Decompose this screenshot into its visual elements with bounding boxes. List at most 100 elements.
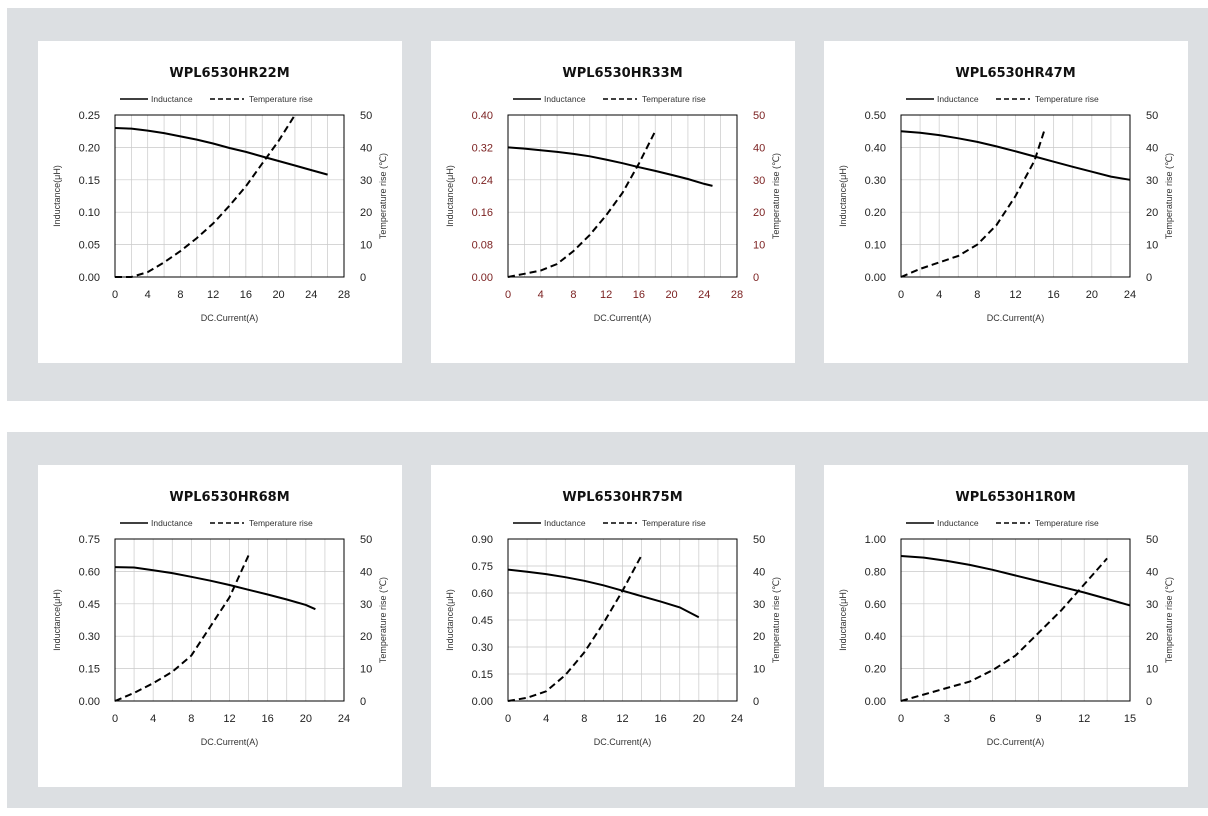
y-tick-label: 0.20	[865, 207, 886, 219]
chart-svg: WPL6530HR68M Inductance Temperature rise 0 4…	[52, 490, 388, 747]
y2-tick-label: 40	[360, 566, 372, 578]
y-tick-label: 0.15	[79, 664, 100, 676]
plot-frame	[114, 538, 345, 702]
x-tick-label: 8	[570, 289, 576, 301]
y2-tick-label: 20	[360, 207, 372, 219]
series-line-inductance	[900, 555, 1131, 607]
x-tick-label: 12	[600, 289, 612, 301]
series-line-inductance	[507, 568, 700, 619]
y2-tick-label: 20	[360, 631, 372, 643]
y2-tick-label: 10	[753, 240, 765, 252]
x-tick-label: 24	[338, 713, 350, 725]
y2-tick-label: 30	[1146, 599, 1158, 611]
y2-tick-label: 0	[1146, 696, 1152, 708]
y-tick-label: 0.25	[79, 110, 100, 122]
y-tick-label: 0.05	[79, 240, 100, 252]
legend-label-temperature: Temperature rise	[1035, 518, 1099, 528]
y2-tick-label: 30	[1146, 175, 1158, 187]
chart-legend: Inductance Temperature rise	[906, 518, 1099, 528]
x-axis-title: DC.Current(A)	[594, 313, 652, 323]
y-tick-label: 0.00	[865, 272, 886, 284]
y-tick-label: 0.15	[79, 175, 100, 187]
y2-axis-title: Temperature rise (℃)	[1164, 577, 1174, 663]
x-axis-title: DC.Current(A)	[594, 737, 652, 747]
y2-tick-label: 20	[1146, 631, 1158, 643]
y2-tick-label: 50	[1146, 534, 1158, 546]
x-tick-label: 16	[262, 713, 274, 725]
chart-svg: WPL6530HR75M Inductance Temperature rise 0 4…	[445, 490, 781, 747]
chart-title: WPL6530H1R0M	[955, 490, 1075, 505]
x-tick-label: 20	[693, 713, 705, 725]
y2-tick-label: 50	[360, 534, 372, 546]
chart-card-5: WPL6530HR75M Inductance Temperature rise 0 4…	[431, 465, 795, 787]
chart-title: WPL6530HR33M	[562, 66, 682, 81]
x-axis-title: DC.Current(A)	[201, 313, 259, 323]
y2-tick-label: 0	[360, 696, 366, 708]
y-tick-label: 0.30	[79, 631, 100, 643]
series-line-inductance	[114, 127, 328, 176]
y2-tick-label: 40	[1146, 566, 1158, 578]
chart-card-4: WPL6530HR68M Inductance Temperature rise 0 4…	[38, 465, 402, 787]
x-tick-label: 0	[112, 289, 118, 301]
x-tick-label: 20	[665, 289, 677, 301]
y-tick-label: 0.30	[865, 175, 886, 187]
x-tick-label: 12	[1078, 713, 1090, 725]
y-tick-label: 0.20	[79, 142, 100, 154]
y-axis-title: Inductance(μH)	[52, 589, 62, 651]
y-tick-label: 0.00	[79, 696, 100, 708]
y-axis-title: Inductance(μH)	[838, 165, 848, 227]
series-line-temperature-rise	[115, 114, 296, 278]
y-tick-label: 0.08	[472, 240, 493, 252]
series-line-temperature-rise	[900, 557, 1108, 702]
y-tick-label: 0.15	[472, 669, 493, 681]
x-tick-label: 24	[698, 289, 710, 301]
y-tick-label: 0.10	[79, 207, 100, 219]
y2-tick-label: 10	[360, 664, 372, 676]
x-tick-label: 4	[538, 289, 544, 301]
y2-tick-label: 10	[1146, 240, 1158, 252]
plot-frame	[507, 538, 738, 702]
series-line-temperature-rise	[507, 130, 657, 278]
y2-tick-label: 0	[753, 696, 759, 708]
series-line-inductance	[507, 146, 713, 187]
y-tick-label: 0.75	[79, 534, 100, 546]
x-tick-label: 4	[543, 713, 549, 725]
chart-card-6: WPL6530H1R0M Inductance Temperature rise 0 3…	[824, 465, 1188, 787]
x-tick-label: 4	[936, 289, 942, 301]
x-tick-label: 12	[223, 713, 235, 725]
plot-frame	[900, 114, 1131, 278]
legend-label-temperature: Temperature rise	[249, 94, 313, 104]
y2-tick-label: 30	[360, 175, 372, 187]
y2-axis-title: Temperature rise (℃)	[1164, 153, 1174, 239]
y2-tick-label: 20	[1146, 207, 1158, 219]
x-tick-label: 16	[655, 713, 667, 725]
x-tick-label: 8	[974, 289, 980, 301]
y-tick-label: 0.60	[472, 588, 493, 600]
series-line-inductance	[900, 130, 1131, 181]
x-tick-label: 3	[944, 713, 950, 725]
y2-tick-label: 10	[360, 240, 372, 252]
y2-tick-label: 20	[753, 207, 765, 219]
x-tick-label: 6	[990, 713, 996, 725]
x-tick-label: 28	[338, 289, 350, 301]
y-tick-label: 0.32	[472, 142, 493, 154]
chart-svg: WPL6530H1R0M Inductance Temperature rise 0 3…	[838, 490, 1174, 747]
legend-label-inductance: Inductance	[937, 518, 979, 528]
y-tick-label: 0.00	[865, 696, 886, 708]
x-tick-label: 20	[1086, 289, 1098, 301]
x-tick-label: 0	[505, 713, 511, 725]
chart-title: WPL6530HR47M	[955, 66, 1075, 81]
chart-title: WPL6530HR22M	[169, 66, 289, 81]
y-tick-label: 0.45	[472, 615, 493, 627]
chart-svg: WPL6530HR22M Inductance Temperature rise 0 4…	[52, 66, 388, 323]
y-tick-label: 0.10	[865, 240, 886, 252]
x-tick-label: 24	[731, 713, 743, 725]
chart-legend: Inductance Temperature rise	[120, 94, 313, 104]
legend-label-inductance: Inductance	[544, 518, 586, 528]
y-tick-label: 0.90	[472, 534, 493, 546]
y-axis-title: Inductance(μH)	[445, 165, 455, 227]
y-tick-label: 0.50	[865, 110, 886, 122]
y2-tick-label: 30	[753, 175, 765, 187]
plot-frame	[507, 114, 738, 278]
y2-tick-label: 40	[753, 142, 765, 154]
